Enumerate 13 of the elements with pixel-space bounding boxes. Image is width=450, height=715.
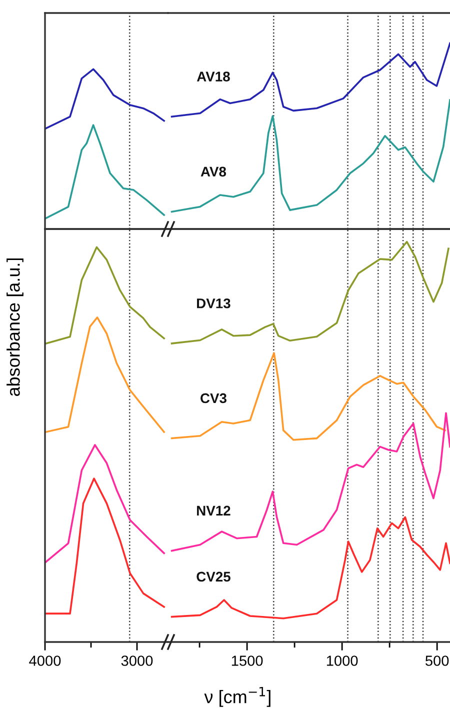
series-label: CV3 (200, 393, 226, 404)
x-tick-label: 4000 (29, 656, 61, 666)
series-label: NV12 (197, 506, 230, 516)
x-tick-label: 1500 (232, 656, 263, 666)
series-label: DV13 (197, 298, 230, 308)
x-tick-label: 500 (425, 656, 449, 666)
series-label: CV25 (196, 572, 230, 582)
x-tick-label: 3000 (121, 656, 153, 666)
x-axis-title: ν [cm$^{−1}$] (204, 686, 270, 707)
x-tick-label: 1000 (326, 656, 358, 666)
y-axis-title: absorbance [a.u.] (6, 258, 24, 396)
series-label: AV8 (200, 166, 226, 177)
series-label: AV18 (196, 72, 230, 82)
